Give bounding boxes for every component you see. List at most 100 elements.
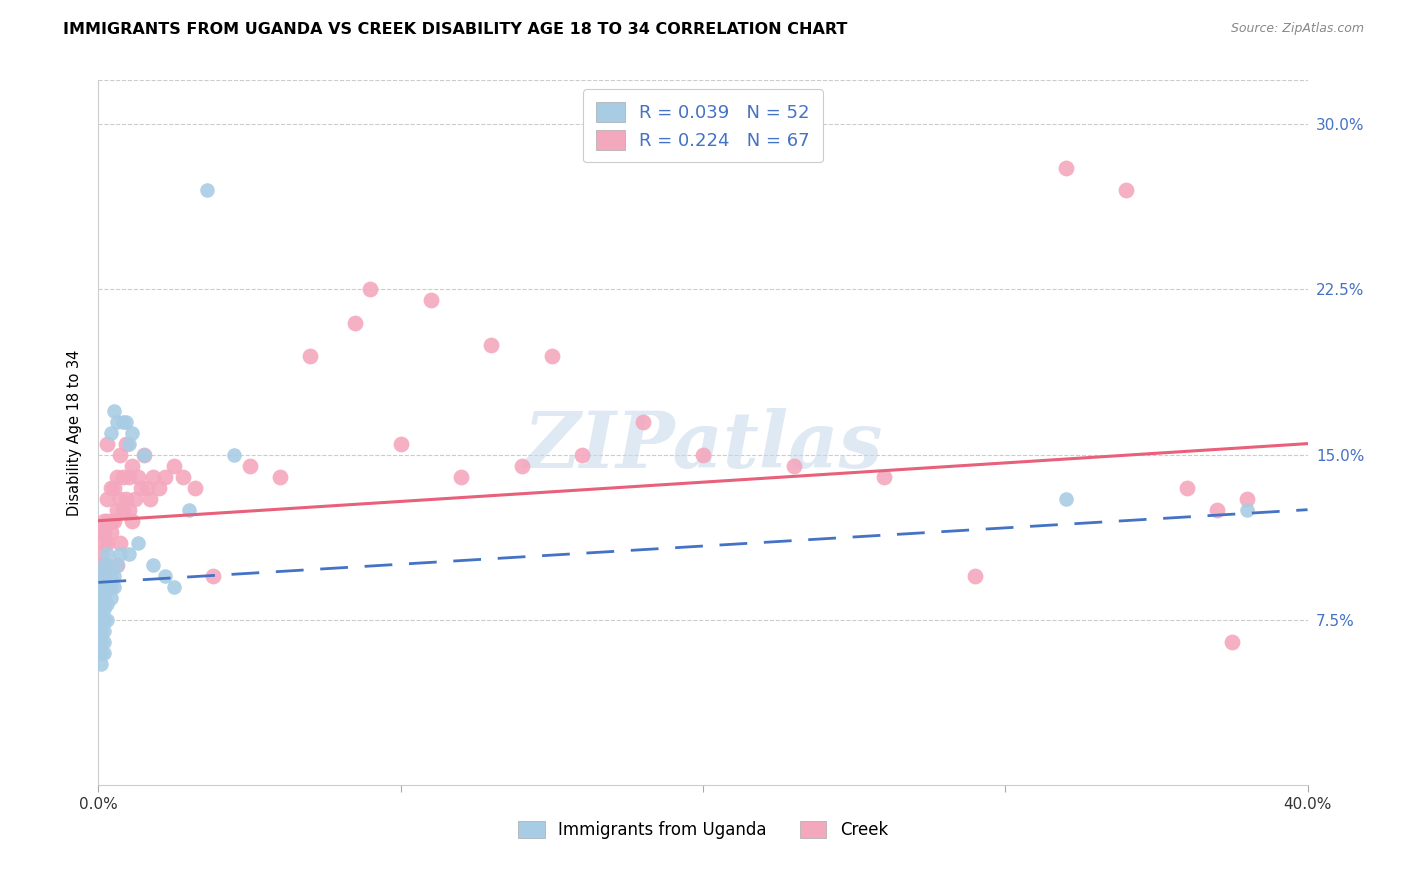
- Point: [124, 491, 146, 506]
- Point: [103, 514, 125, 528]
- Point: [96, 558, 118, 572]
- Point: [1236, 502, 1258, 516]
- Point: [105, 502, 128, 516]
- Point: [172, 469, 194, 483]
- Point: [114, 415, 136, 429]
- Point: [105, 558, 128, 572]
- Point: [93, 558, 115, 572]
- Point: [90, 558, 112, 572]
- Point: [90, 601, 112, 615]
- Point: [153, 568, 176, 582]
- Point: [108, 547, 131, 561]
- Point: [93, 613, 115, 627]
- Point: [96, 436, 118, 450]
- Point: [148, 481, 170, 495]
- Y-axis label: Disability Age 18 to 34: Disability Age 18 to 34: [67, 350, 83, 516]
- Point: [118, 547, 141, 561]
- Point: [105, 469, 128, 483]
- Point: [1175, 481, 1198, 495]
- Point: [93, 514, 115, 528]
- Point: [299, 349, 322, 363]
- Point: [540, 349, 562, 363]
- Point: [90, 598, 112, 612]
- Point: [96, 598, 118, 612]
- Point: [202, 568, 225, 582]
- Point: [118, 436, 141, 450]
- Point: [90, 624, 112, 638]
- Text: ZIPatlas: ZIPatlas: [523, 409, 883, 485]
- Point: [103, 568, 125, 582]
- Point: [100, 568, 122, 582]
- Point: [93, 524, 115, 539]
- Point: [93, 562, 115, 576]
- Point: [965, 568, 987, 582]
- Point: [96, 613, 118, 627]
- Text: Source: ZipAtlas.com: Source: ZipAtlas.com: [1230, 22, 1364, 36]
- Point: [96, 535, 118, 549]
- Point: [127, 535, 149, 549]
- Point: [1236, 491, 1258, 506]
- Point: [90, 613, 112, 627]
- Point: [153, 469, 176, 483]
- Point: [1115, 183, 1137, 197]
- Point: [631, 415, 654, 429]
- Point: [111, 469, 134, 483]
- Text: IMMIGRANTS FROM UGANDA VS CREEK DISABILITY AGE 18 TO 34 CORRELATION CHART: IMMIGRANTS FROM UGANDA VS CREEK DISABILI…: [63, 22, 848, 37]
- Point: [90, 591, 112, 605]
- Point: [118, 502, 141, 516]
- Point: [100, 524, 122, 539]
- Point: [90, 580, 112, 594]
- Point: [103, 481, 125, 495]
- Point: [93, 635, 115, 649]
- Point: [783, 458, 806, 473]
- Point: [118, 469, 141, 483]
- Point: [360, 283, 382, 297]
- Point: [96, 491, 118, 506]
- Point: [93, 624, 115, 638]
- Point: [108, 535, 131, 549]
- Point: [93, 558, 115, 572]
- Point: [93, 646, 115, 660]
- Point: [450, 469, 472, 483]
- Point: [93, 598, 115, 612]
- Point: [114, 436, 136, 450]
- Point: [195, 183, 218, 197]
- Point: [135, 481, 157, 495]
- Point: [344, 316, 367, 330]
- Point: [90, 547, 112, 561]
- Point: [1206, 502, 1229, 516]
- Point: [389, 436, 412, 450]
- Point: [179, 502, 201, 516]
- Point: [93, 568, 115, 582]
- Point: [129, 481, 152, 495]
- Point: [96, 547, 118, 561]
- Point: [224, 448, 246, 462]
- Point: [96, 580, 118, 594]
- Point: [127, 469, 149, 483]
- Point: [269, 469, 291, 483]
- Point: [90, 646, 112, 660]
- Point: [420, 293, 443, 308]
- Point: [93, 568, 115, 582]
- Point: [111, 415, 134, 429]
- Point: [142, 558, 165, 572]
- Point: [184, 481, 207, 495]
- Point: [108, 448, 131, 462]
- Point: [1054, 161, 1077, 176]
- Point: [121, 458, 143, 473]
- Point: [100, 591, 122, 605]
- Point: [111, 502, 134, 516]
- Point: [105, 558, 128, 572]
- Point: [132, 448, 155, 462]
- Point: [96, 568, 118, 582]
- Point: [93, 601, 115, 615]
- Point: [100, 425, 122, 440]
- Point: [142, 469, 165, 483]
- Point: [90, 657, 112, 671]
- Point: [1054, 491, 1077, 506]
- Point: [90, 575, 112, 590]
- Point: [93, 580, 115, 594]
- Point: [132, 448, 155, 462]
- Point: [100, 481, 122, 495]
- Point: [510, 458, 533, 473]
